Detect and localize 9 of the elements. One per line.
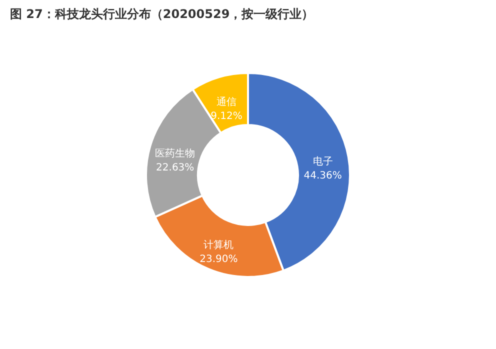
data-label: 22.63% [156, 162, 194, 174]
slice-label: 医药生物 [155, 147, 196, 160]
slice-label: 电子 [312, 156, 333, 168]
data-label: 44.36% [304, 170, 342, 182]
slice-label: 通信 [216, 96, 237, 108]
chart-title: 图 27：科技龙头行业分布（20200529，按一级行业） [10, 7, 314, 21]
slice-label: 计算机 [204, 239, 234, 252]
data-label: 23.90% [200, 254, 238, 266]
data-label: 9.12% [210, 111, 242, 122]
